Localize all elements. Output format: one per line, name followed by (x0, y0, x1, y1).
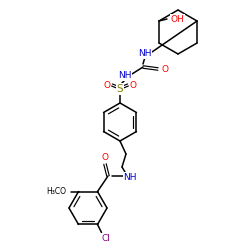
Text: OH: OH (171, 14, 185, 24)
Text: NH: NH (138, 50, 152, 58)
Text: O: O (130, 80, 136, 90)
Text: O: O (162, 64, 168, 74)
Text: H₃CO: H₃CO (46, 187, 66, 196)
Text: O: O (104, 80, 110, 90)
Text: NH: NH (118, 72, 132, 80)
Text: O: O (102, 152, 108, 162)
Text: NH: NH (123, 172, 137, 182)
Text: S: S (117, 84, 123, 94)
Text: Cl: Cl (101, 234, 110, 243)
